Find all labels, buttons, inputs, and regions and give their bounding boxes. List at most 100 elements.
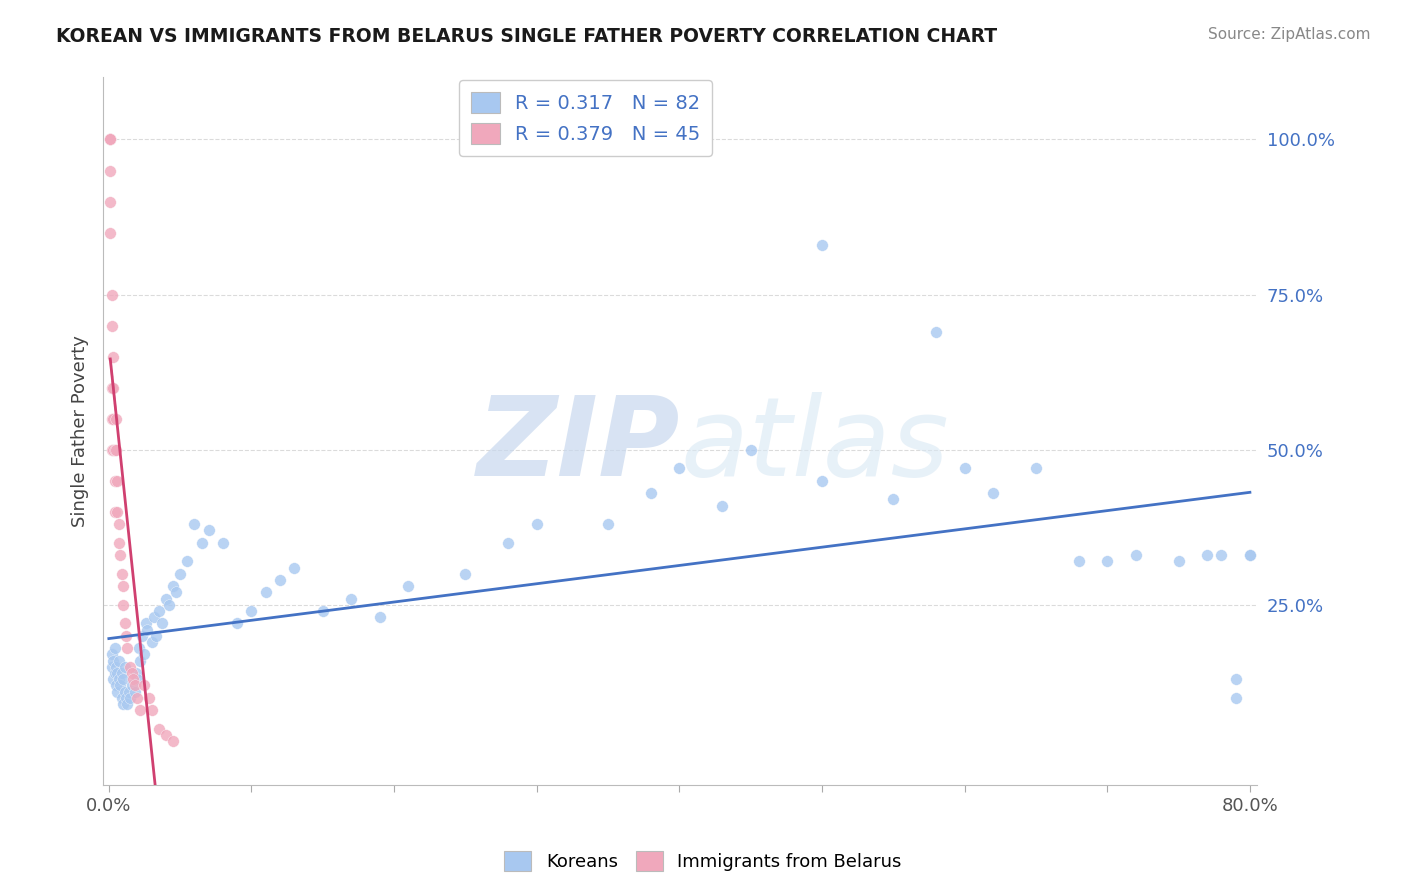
Point <box>925 325 948 339</box>
Point <box>114 660 136 674</box>
Point <box>108 654 131 668</box>
Point <box>283 560 305 574</box>
Point <box>122 673 145 687</box>
Point <box>101 654 124 668</box>
Point <box>129 703 152 717</box>
Point <box>596 517 619 532</box>
Point <box>101 442 124 457</box>
Point <box>100 411 122 425</box>
Point <box>131 629 153 643</box>
Point <box>1239 548 1261 562</box>
Point <box>197 524 219 538</box>
Point <box>103 442 125 457</box>
Point <box>183 517 205 532</box>
Point <box>162 734 184 748</box>
Point <box>100 442 122 457</box>
Point <box>101 673 124 687</box>
Point <box>110 548 132 562</box>
Point <box>105 684 128 698</box>
Point <box>127 690 149 705</box>
Point <box>668 461 690 475</box>
Point <box>150 616 173 631</box>
Point <box>121 678 143 692</box>
Point <box>640 486 662 500</box>
Point <box>134 648 156 662</box>
Point <box>100 287 122 301</box>
Point <box>127 673 149 687</box>
Point <box>212 535 235 549</box>
Point <box>98 132 121 146</box>
Point <box>101 411 124 425</box>
Point <box>98 132 121 146</box>
Point <box>98 163 121 178</box>
Point <box>1167 554 1189 568</box>
Point <box>100 648 122 662</box>
Point <box>111 666 134 681</box>
Point <box>368 610 391 624</box>
Point <box>1225 673 1247 687</box>
Legend: Koreans, Immigrants from Belarus: Koreans, Immigrants from Belarus <box>498 844 908 879</box>
Point <box>108 673 131 687</box>
Point <box>141 703 163 717</box>
Text: atlas: atlas <box>681 392 949 499</box>
Point <box>711 499 734 513</box>
Point <box>100 381 122 395</box>
Point <box>100 660 122 674</box>
Point <box>117 697 139 711</box>
Point <box>115 690 138 705</box>
Point <box>117 641 139 656</box>
Point <box>98 132 121 146</box>
Point <box>103 505 125 519</box>
Point <box>176 554 198 568</box>
Point <box>155 728 177 742</box>
Point <box>124 684 146 698</box>
Point <box>157 598 180 612</box>
Point <box>1125 548 1147 562</box>
Point <box>128 641 150 656</box>
Point <box>112 673 135 687</box>
Point <box>312 604 335 618</box>
Point <box>112 579 135 593</box>
Point <box>108 517 131 532</box>
Point <box>953 461 976 475</box>
Point <box>169 566 191 581</box>
Point <box>148 604 170 618</box>
Point <box>162 579 184 593</box>
Point <box>115 629 138 643</box>
Text: ZIP: ZIP <box>477 392 681 499</box>
Point <box>226 616 249 631</box>
Point <box>1097 554 1119 568</box>
Point <box>1225 690 1247 705</box>
Point <box>98 132 121 146</box>
Point <box>110 678 132 692</box>
Point <box>1025 461 1047 475</box>
Point <box>104 442 127 457</box>
Point <box>141 635 163 649</box>
Point <box>104 411 127 425</box>
Point <box>454 566 477 581</box>
Point <box>1239 548 1261 562</box>
Point <box>114 616 136 631</box>
Point <box>138 690 160 705</box>
Point <box>143 610 166 624</box>
Point <box>811 474 834 488</box>
Point <box>112 697 135 711</box>
Point <box>148 722 170 736</box>
Point <box>129 654 152 668</box>
Point <box>111 566 134 581</box>
Point <box>121 666 143 681</box>
Point <box>100 318 122 333</box>
Point <box>112 598 135 612</box>
Point <box>120 660 142 674</box>
Point <box>103 474 125 488</box>
Point <box>120 690 142 705</box>
Point <box>136 623 159 637</box>
Text: KOREAN VS IMMIGRANTS FROM BELARUS SINGLE FATHER POVERTY CORRELATION CHART: KOREAN VS IMMIGRANTS FROM BELARUS SINGLE… <box>56 27 997 45</box>
Point <box>145 629 167 643</box>
Point <box>124 678 146 692</box>
Point <box>1211 548 1233 562</box>
Text: Source: ZipAtlas.com: Source: ZipAtlas.com <box>1208 27 1371 42</box>
Point <box>104 660 127 674</box>
Point <box>1067 554 1090 568</box>
Point <box>981 486 1004 500</box>
